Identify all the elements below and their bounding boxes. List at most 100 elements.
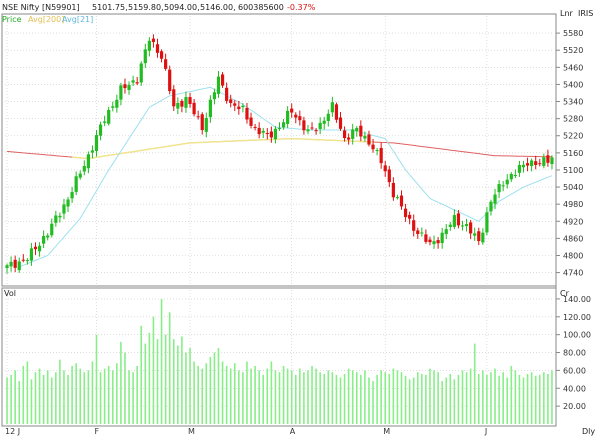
high-value: 5159.80, <box>128 3 164 12</box>
price-tick-label: 4860 <box>563 234 583 243</box>
candle-body <box>546 155 550 163</box>
candle-body <box>37 245 42 252</box>
candle-body <box>155 44 160 53</box>
candle-body <box>168 69 172 92</box>
price-tick-label: 4980 <box>563 200 583 209</box>
candle-body <box>139 63 143 83</box>
candle-body <box>517 165 522 173</box>
candle-body <box>229 99 233 104</box>
candle-body <box>115 99 119 108</box>
candle-body <box>440 232 444 244</box>
price-tick-label: 5220 <box>563 132 583 141</box>
candle-body <box>135 82 139 84</box>
candle-body <box>54 215 58 223</box>
candle-body <box>485 212 489 233</box>
candle-body <box>509 173 513 180</box>
candle-body <box>188 97 192 104</box>
candle-body <box>220 74 225 86</box>
time-tick-label: M <box>188 427 195 436</box>
price-tick-label: 5040 <box>563 183 583 192</box>
price-tick-label: 5580 <box>563 29 583 38</box>
candle-body <box>521 164 526 168</box>
candle-body <box>424 234 428 242</box>
moving-averages <box>6 86 553 268</box>
volume-tick-label: 80.00 <box>563 349 586 358</box>
candle-body <box>391 182 395 198</box>
volume-tick-label: 60.00 <box>563 366 586 375</box>
price-tick-label: 5400 <box>563 80 583 89</box>
candle-body <box>310 127 314 129</box>
legend-price: Price <box>2 15 22 24</box>
candle-body <box>123 84 127 89</box>
volume-tick-label: 120.00 <box>563 313 591 322</box>
candle-body <box>371 144 375 150</box>
candle-body <box>379 147 383 164</box>
candle-body <box>103 121 107 123</box>
candles <box>5 34 554 274</box>
price-tick-label: 5520 <box>563 46 583 55</box>
candle-body <box>436 240 440 244</box>
candle-body <box>13 259 17 268</box>
candle-body <box>294 114 298 118</box>
candle-body <box>399 195 404 207</box>
candle-body <box>172 89 176 107</box>
candle-body <box>257 127 261 135</box>
candle-body <box>338 117 343 129</box>
candle-body <box>86 154 90 169</box>
candle-body <box>403 208 408 218</box>
candle-body <box>46 235 50 238</box>
candle-body <box>367 134 371 145</box>
candle-body <box>237 106 241 110</box>
volume-unit-label: Cr <box>560 289 570 298</box>
candle-body <box>184 97 188 108</box>
candle-body <box>489 201 493 212</box>
candle-body <box>143 49 147 64</box>
candle-body <box>363 135 367 139</box>
candle-body <box>501 185 505 187</box>
candle-body <box>180 100 184 107</box>
candle-body <box>359 125 363 137</box>
candle-body <box>119 85 123 100</box>
candle-body <box>306 129 310 132</box>
candle-body <box>82 165 86 172</box>
price-panel-frame <box>1 13 557 287</box>
candle-body <box>383 165 387 172</box>
candle-body <box>176 102 180 109</box>
candle-body <box>249 117 253 126</box>
candle-body <box>147 40 151 51</box>
candle-body <box>448 224 452 228</box>
candle-body <box>58 215 62 218</box>
candle-body <box>94 135 99 151</box>
symbol-label: NSE Nifty [N59901] <box>2 3 80 12</box>
candle-body <box>107 109 111 124</box>
candle-body <box>326 113 330 122</box>
candle-body <box>408 214 412 219</box>
candle-body <box>334 104 339 120</box>
candle-body <box>233 103 237 106</box>
candle-body <box>351 129 355 139</box>
candle-body <box>196 116 200 118</box>
candle-body <box>460 225 465 227</box>
scale-mode-label: Lnr <box>560 9 574 18</box>
candle-body <box>90 150 95 153</box>
candle-body <box>212 92 217 100</box>
candle-body <box>66 199 70 207</box>
candle-body <box>29 248 34 261</box>
candle-body <box>550 157 554 165</box>
price-tick-label: 5340 <box>563 98 583 107</box>
candle-body <box>164 59 168 69</box>
candle-body <box>347 137 351 140</box>
candle-body <box>127 84 131 91</box>
time-tick-label: J <box>484 427 487 436</box>
candle-body <box>513 174 517 176</box>
candle-body <box>542 157 546 166</box>
volume-tick-label: 100.00 <box>563 331 591 340</box>
candle-body <box>98 124 103 136</box>
vendor-label: IRIS <box>578 9 593 18</box>
time-tick-label: 12 J <box>5 427 20 436</box>
time-tick-label: A <box>290 427 296 436</box>
candle-body <box>200 114 204 131</box>
candle-body <box>78 173 82 178</box>
candle-body <box>302 120 306 131</box>
